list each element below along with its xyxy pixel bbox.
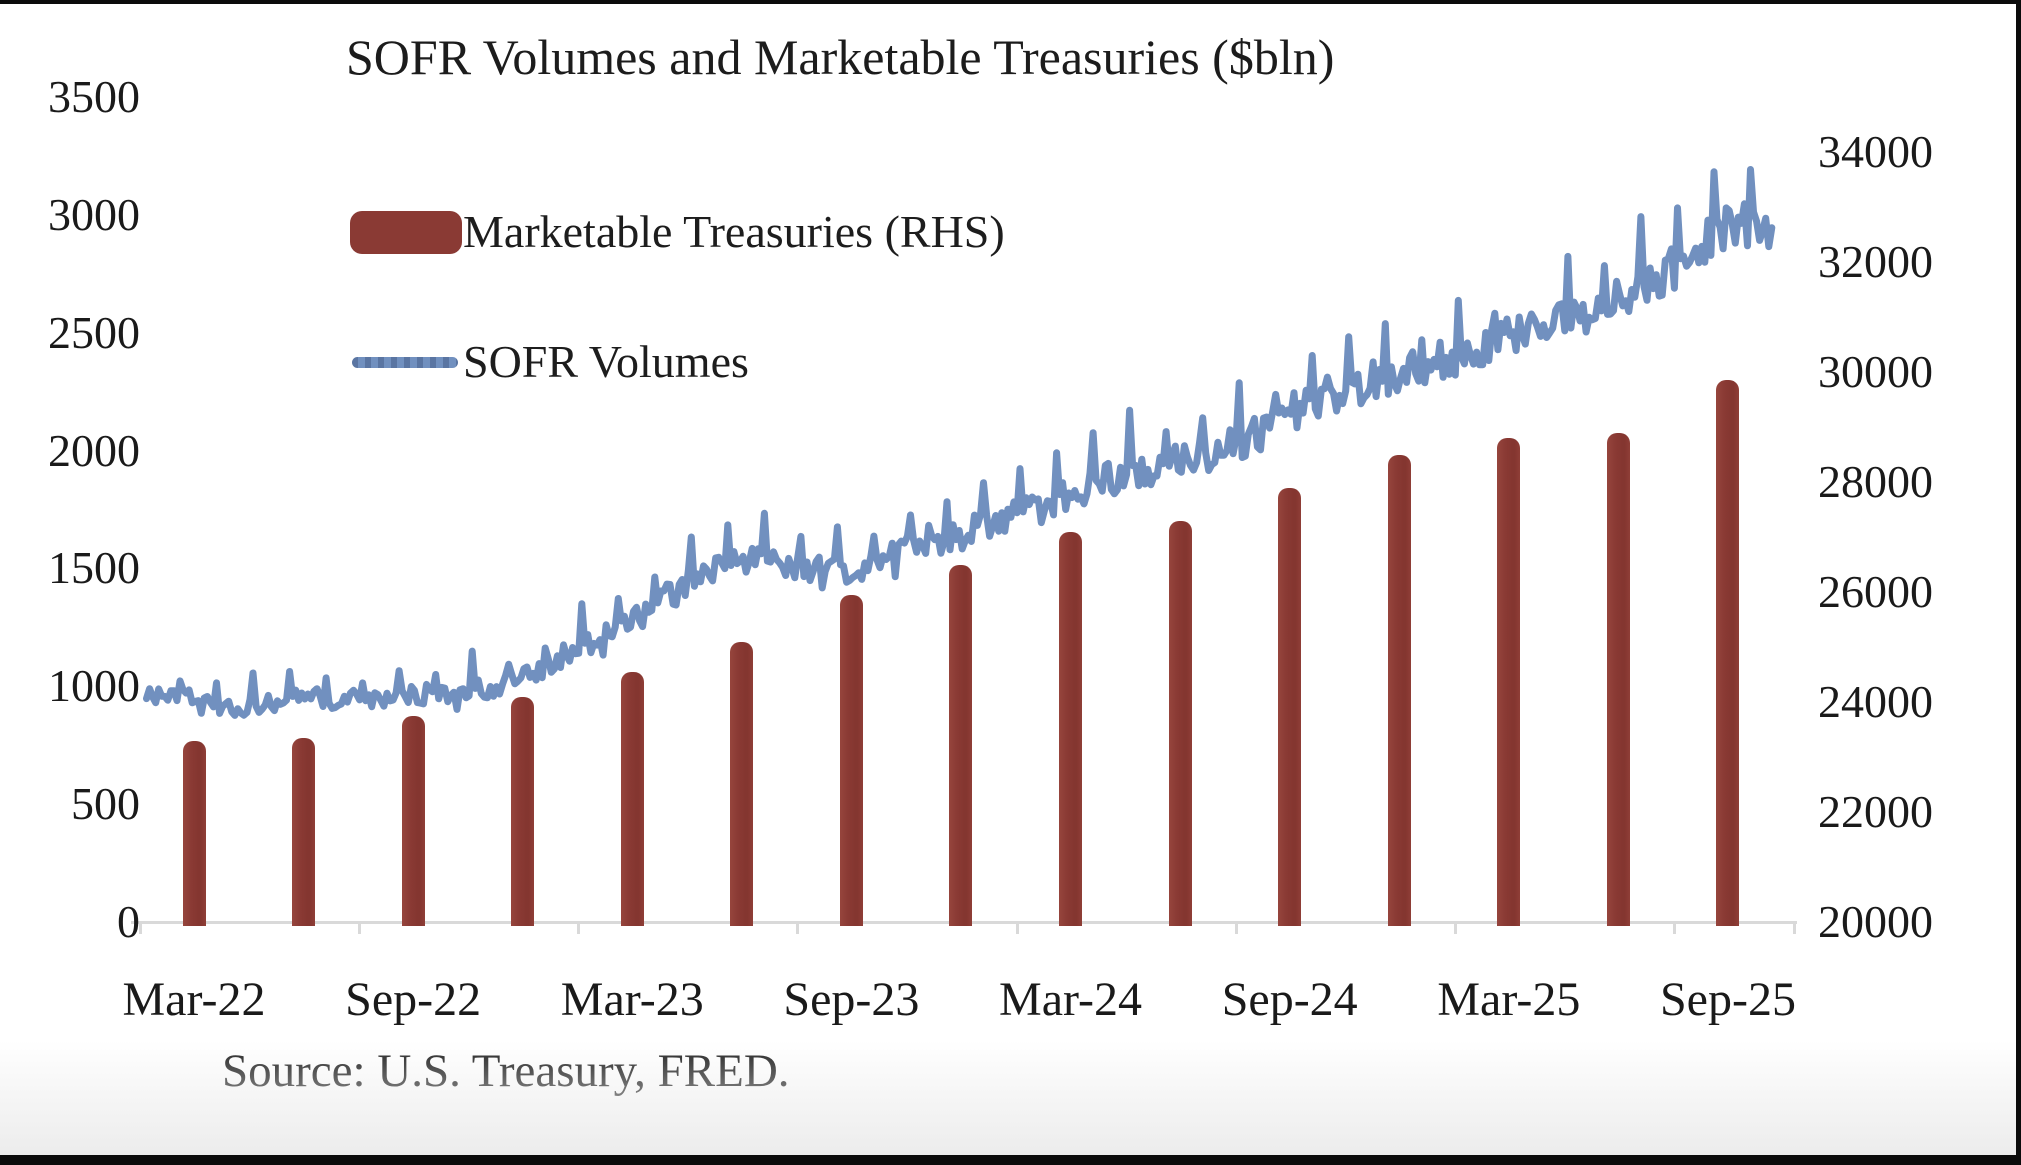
legend-bar-swatch	[350, 211, 462, 254]
x-axis-tick-label: Mar-25	[1437, 973, 1581, 1026]
treasuries-bar	[730, 641, 754, 926]
treasuries-bar	[511, 696, 535, 926]
screen-frame-bottom	[0, 1155, 2021, 1165]
chart-title: SOFR Volumes and Marketable Treasuries (…	[346, 29, 1335, 85]
treasuries-bar	[1168, 520, 1192, 926]
x-axis-tick-label: Sep-23	[783, 973, 920, 1026]
left-axis-tick-label: 1500	[48, 542, 140, 594]
treasuries-bar	[839, 594, 863, 926]
right-axis-tick-label: 22000	[1818, 786, 1933, 837]
treasuries-bar	[182, 740, 206, 926]
x-axis-tick-label: Mar-24	[999, 973, 1143, 1026]
right-axis-tick-label: 20000	[1818, 896, 1933, 947]
x-axis-tick-mark	[1793, 924, 1796, 934]
right-axis-tick-label: 26000	[1818, 566, 1933, 617]
x-axis-tick-mark	[1015, 924, 1019, 934]
treasuries-bar	[949, 564, 973, 926]
x-axis-tick-mark	[1672, 924, 1676, 934]
treasuries-bar	[1606, 432, 1630, 926]
x-axis-tick-mark	[139, 924, 142, 934]
treasuries-bar	[292, 737, 316, 926]
bottom-fade	[0, 1040, 2021, 1155]
left-axis-tick-label: 3500	[48, 71, 140, 122]
x-axis-tick-mark	[1453, 924, 1457, 934]
screen-frame-right	[2016, 0, 2021, 1165]
left-axis-tick-label: 2000	[48, 424, 140, 476]
treasuries-bar	[1716, 380, 1740, 926]
legend-label-sofr: SOFR Volumes	[463, 336, 749, 387]
treasuries-bar	[1059, 531, 1083, 926]
x-axis-tick-mark	[577, 924, 581, 934]
left-axis-tick-label: 2500	[48, 306, 140, 358]
x-axis-tick-mark	[796, 924, 800, 934]
right-axis-tick-label: 30000	[1818, 346, 1933, 397]
right-axis-tick-label: 34000	[1818, 126, 1933, 177]
x-axis-tick-label: Sep-22	[345, 973, 482, 1026]
left-axis-tick-label: 0	[117, 896, 140, 947]
treasuries-bar	[1387, 454, 1411, 926]
x-axis-tick-label: Sep-25	[1659, 973, 1796, 1026]
x-axis-tick-label: Sep-24	[1221, 973, 1358, 1026]
left-axis-tick-label: 500	[71, 778, 140, 830]
left-axis-tick-label: 3000	[48, 188, 140, 240]
x-axis-tick-mark	[358, 924, 362, 934]
legend-label-treasuries: Marketable Treasuries (RHS)	[463, 206, 1005, 257]
x-axis-tick-label: Mar-22	[122, 973, 266, 1026]
treasuries-bar	[1278, 487, 1302, 926]
x-axis-tick-mark	[1234, 924, 1238, 934]
treasuries-bar	[401, 715, 425, 926]
x-axis-tick-label: Mar-23	[560, 973, 704, 1026]
right-axis-tick-label: 28000	[1818, 456, 1933, 507]
right-axis-tick-label: 32000	[1818, 236, 1933, 287]
screen-frame-top	[0, 0, 2021, 4]
right-axis-tick-label: 24000	[1818, 676, 1933, 727]
left-axis-tick-label: 1000	[48, 660, 140, 712]
treasuries-bar	[1497, 438, 1521, 926]
treasuries-bar	[620, 671, 644, 926]
legend-line-swatch	[352, 357, 458, 368]
